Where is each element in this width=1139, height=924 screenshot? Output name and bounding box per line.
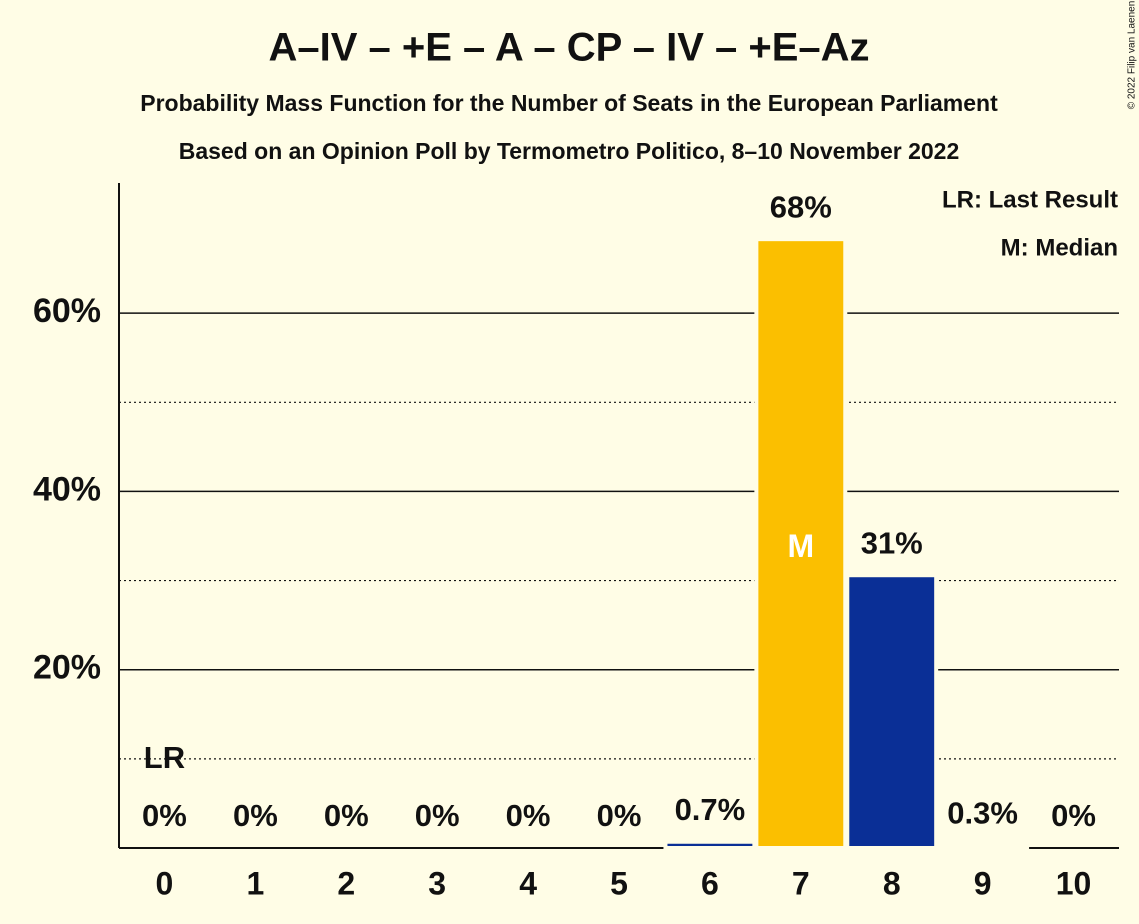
x-tick-label: 5 (610, 865, 628, 901)
last-result-marker: LR (144, 740, 185, 775)
x-tick-label: 8 (883, 865, 901, 901)
chart-subtitle: Based on an Opinion Poll by Termometro P… (179, 138, 960, 164)
value-label: 0% (597, 798, 642, 833)
x-tick-label: 6 (701, 865, 719, 901)
x-tick-label: 0 (156, 865, 174, 901)
value-label: 0% (506, 798, 551, 833)
legend-entry: M: Median (1001, 234, 1118, 261)
x-tick-label: 10 (1056, 865, 1092, 901)
value-label: 0% (1051, 798, 1096, 833)
chart-title: A–IV – +E – A – CP – IV – +E–Az (268, 26, 869, 70)
x-tick-label: 4 (519, 865, 537, 901)
copyright: © 2022 Filip van Laenen (1127, 1, 1138, 110)
x-tick-label: 3 (428, 865, 446, 901)
y-tick-label: 60% (33, 292, 101, 330)
x-tick-label: 9 (974, 865, 992, 901)
bar (754, 237, 848, 850)
value-label: 0% (142, 798, 187, 833)
legend-entry: LR: Last Result (942, 186, 1118, 213)
value-label: 0.3% (947, 796, 1018, 831)
value-label: 31% (861, 525, 923, 560)
bar (845, 573, 939, 851)
x-tick-label: 2 (337, 865, 355, 901)
value-label: 0% (233, 798, 278, 833)
value-label: 68% (770, 189, 832, 224)
bar (663, 839, 757, 851)
bar (936, 843, 1030, 851)
x-tick-label: 1 (246, 865, 264, 901)
median-marker: M (787, 528, 814, 564)
y-tick-label: 20% (33, 649, 101, 687)
value-label: 0% (324, 798, 369, 833)
y-tick-label: 40% (33, 470, 101, 508)
value-label: 0.7% (675, 792, 746, 827)
chart-subtitle: Probability Mass Function for the Number… (140, 90, 998, 116)
value-label: 0% (415, 798, 460, 833)
x-tick-label: 7 (792, 865, 810, 901)
